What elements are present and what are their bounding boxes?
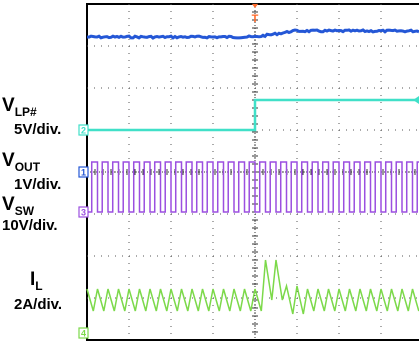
channel-markers: 2 1 3 4 T xyxy=(78,4,419,339)
trace-il xyxy=(86,259,419,315)
marker-vout: 1 xyxy=(78,166,89,178)
vlp-right-arrow xyxy=(413,96,419,104)
trigger-label: T xyxy=(252,13,259,25)
trace-vsw xyxy=(87,161,419,213)
marker-il: 4 xyxy=(78,327,89,339)
marker-vlp: 2 xyxy=(78,124,89,136)
scale-il: 2A/div. xyxy=(14,296,63,313)
scale-vout: 1V/div. xyxy=(14,176,62,193)
grid xyxy=(86,3,419,341)
scale-vlp: 5V/div. xyxy=(14,121,62,138)
trigger-marker: T xyxy=(252,4,259,25)
marker-label: 4 xyxy=(81,329,86,339)
trace-vlp xyxy=(87,98,419,132)
marker-label: 2 xyxy=(81,126,86,136)
label-il: IL xyxy=(30,269,43,293)
label-vout: VOUT xyxy=(2,150,41,174)
traces xyxy=(86,28,419,315)
scale-vsw: 10V/div. xyxy=(2,217,58,234)
label-vsw: VSW xyxy=(2,194,35,218)
marker-label: 1 xyxy=(81,168,86,178)
trace-vout xyxy=(86,28,419,40)
label-vlp: VLP# xyxy=(2,95,37,119)
marker-vsw: 3 xyxy=(78,206,89,218)
marker-label: 3 xyxy=(81,208,86,218)
